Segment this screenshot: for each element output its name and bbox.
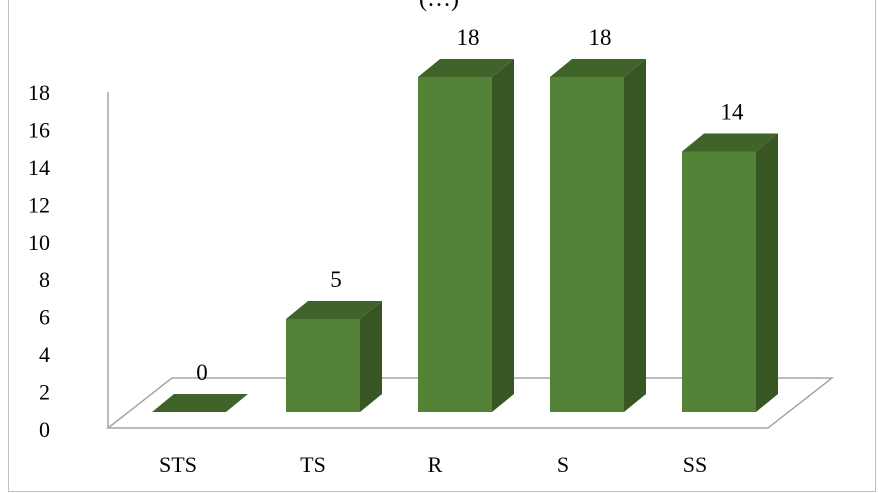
y-tick-label: 6 (39, 305, 50, 330)
y-tick-label: 18 (28, 80, 50, 105)
bar (152, 394, 248, 412)
x-category-label: R (428, 452, 443, 477)
data-label: 14 (721, 99, 745, 124)
bar (418, 77, 492, 412)
bar (550, 77, 624, 412)
x-category-label: S (557, 452, 569, 477)
bar-top-face (550, 59, 646, 77)
bar-side-face (756, 133, 778, 412)
data-label: 18 (589, 25, 612, 50)
chart-title-fragment: (…) (0, 0, 878, 13)
bar-side-face (360, 300, 382, 412)
y-tick-label: 14 (28, 155, 50, 180)
data-labels: 0 5 18 18 14 (196, 25, 744, 385)
y-tick-label: 2 (39, 380, 50, 405)
x-axis-categories: STS TS R S SS (159, 452, 707, 477)
y-tick-label: 16 (28, 117, 50, 142)
x-category-label: SS (683, 452, 707, 477)
data-label: 5 (330, 267, 342, 292)
y-axis-ticks: 0 2 4 6 8 10 12 14 16 18 (28, 80, 50, 442)
bar-top-face (418, 59, 514, 77)
data-label: 0 (196, 360, 208, 385)
x-category-label: STS (159, 452, 197, 477)
bars (152, 59, 778, 412)
y-tick-label: 0 (39, 417, 50, 442)
y-tick-label: 4 (39, 342, 50, 367)
bar-top-face (682, 133, 778, 152)
bar (286, 318, 360, 412)
bar-side-face (624, 59, 646, 412)
bar (682, 151, 756, 412)
data-label: 18 (457, 25, 480, 50)
y-tick-label: 12 (28, 192, 50, 217)
x-category-label: TS (300, 452, 326, 477)
bar-top-face (286, 300, 382, 319)
bar-side-face (492, 59, 514, 412)
y-tick-label: 10 (28, 230, 50, 255)
y-tick-label: 8 (39, 267, 50, 292)
